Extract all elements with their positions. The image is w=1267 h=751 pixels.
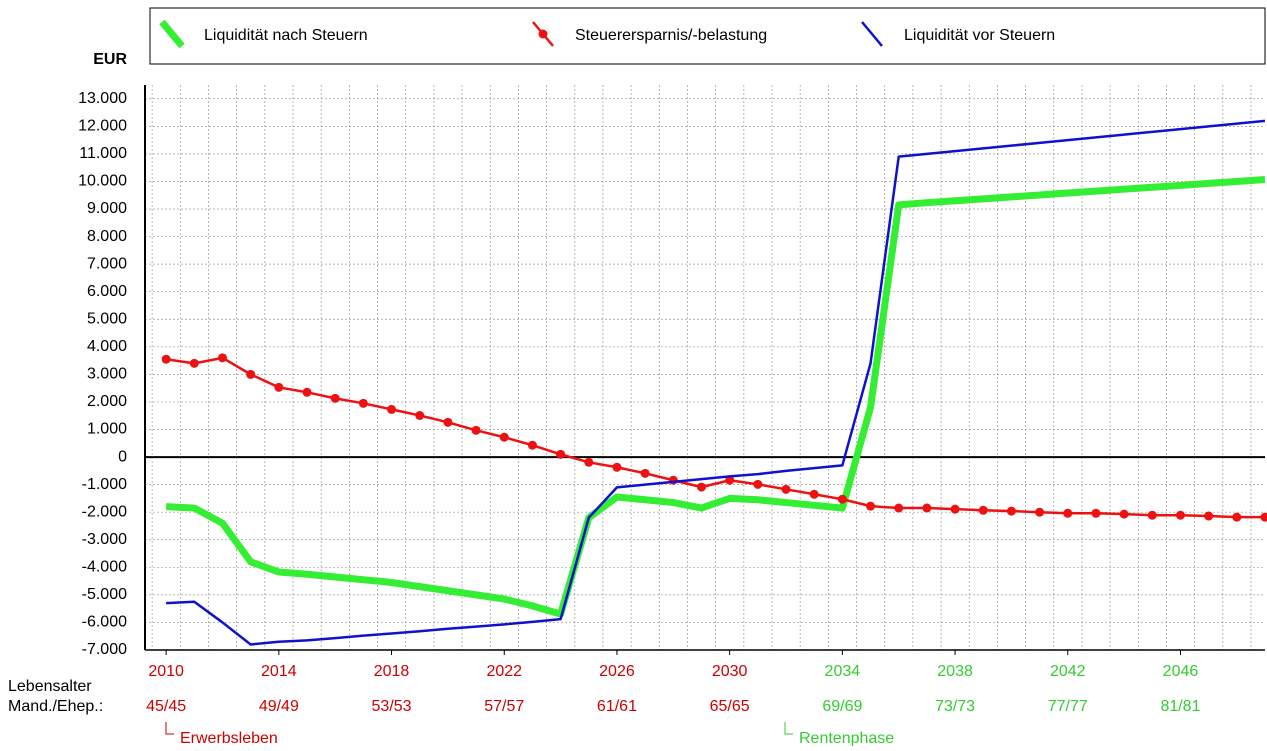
series-marker [472,426,481,435]
series-marker [443,418,452,427]
series-marker [387,405,396,414]
age-label: 61/61 [597,698,637,715]
series-marker [753,480,762,489]
series-marker [810,490,819,499]
x-tick-label: 2030 [712,663,748,680]
age-title: Lebensalter [8,678,92,695]
y-tick-label: 7.000 [87,255,127,272]
x-tick-label: 2034 [825,663,861,680]
y-tick-label: -3.000 [82,531,127,548]
series-marker [528,441,537,450]
y-tick-label: 5.000 [87,310,127,327]
y-tick-label: 0 [118,448,127,465]
series-marker [584,458,593,467]
y-tick-label: 10.000 [78,173,127,190]
series-marker [218,353,227,362]
x-tick-label: 2014 [261,663,297,680]
series-marker [1261,513,1267,522]
y-tick-label: 6.000 [87,283,127,300]
x-tick-label: 2018 [374,663,410,680]
phase-label: Rentenphase [799,730,894,746]
age-label: 81/81 [1160,698,1200,715]
y-unit: EUR [93,51,127,68]
y-tick-label: 2.000 [87,393,127,410]
age-label: 73/73 [935,698,975,715]
series-marker [190,359,199,368]
x-tick-label: 2046 [1163,663,1199,680]
age-label: 53/53 [372,698,412,715]
series-marker [274,383,283,392]
series-marker [556,450,565,459]
series-marker [1120,510,1129,519]
series-marker [641,469,650,478]
series-marker [866,502,875,511]
series-marker [359,399,368,408]
age-label: 45/45 [146,698,186,715]
series-marker [1035,508,1044,517]
series-marker [331,394,340,403]
y-tick-label: 12.000 [78,118,127,135]
y-tick-label: 11.000 [79,145,127,162]
phase-marker [166,722,174,734]
x-tick-label: 2010 [148,663,184,680]
series-marker [838,495,847,504]
y-tick-label: 8.000 [87,228,127,245]
series-marker [951,505,960,514]
series-marker [1091,509,1100,518]
legend-label: Liquidität vor Steuern [904,27,1055,44]
y-tick-label: 13.000 [78,90,127,107]
x-tick-label: 2022 [486,663,522,680]
x-tick-label: 2038 [937,663,973,680]
legend-marker [539,30,548,39]
series-marker [782,485,791,494]
x-tick-label: 2042 [1050,663,1086,680]
y-tick-label: -7.000 [82,641,127,658]
series-marker [303,388,312,397]
y-tick-label: 3.000 [87,366,127,383]
series-marker [1176,511,1185,520]
y-tick-label: 9.000 [87,200,127,217]
series-marker [894,504,903,513]
age-label: 77/77 [1048,698,1088,715]
legend-label: Steuerersparnis/-belastung [575,27,767,44]
series-marker [1063,509,1072,518]
series-marker [922,504,931,513]
series-marker [246,370,255,379]
y-tick-label: 4.000 [87,338,127,355]
y-tick-label: -4.000 [82,559,127,576]
age-label: 49/49 [259,698,299,715]
series-marker [1204,512,1213,521]
y-tick-label: -2.000 [82,503,127,520]
phase-label: Erwerbsleben [180,730,278,746]
series-marker [612,463,621,472]
phase-marker [785,722,793,734]
x-tick-label: 2026 [599,663,635,680]
age-title: Mand./Ehep.: [8,698,103,715]
y-tick-label: -6.000 [82,614,127,631]
series-marker [697,483,706,492]
age-label: 65/65 [710,698,750,715]
series-marker [500,433,509,442]
series-marker [1232,513,1241,522]
y-tick-label: 1.000 [87,421,127,438]
series-marker [415,411,424,420]
y-tick-label: -5.000 [82,586,127,603]
age-label: 69/69 [822,698,862,715]
age-label: 57/57 [484,698,524,715]
series-marker [1148,511,1157,520]
series-marker [162,355,171,364]
legend-label: Liquidität nach Steuern [204,27,368,44]
y-tick-label: -1.000 [82,476,127,493]
series-marker [979,506,988,515]
series-marker [1007,507,1016,516]
